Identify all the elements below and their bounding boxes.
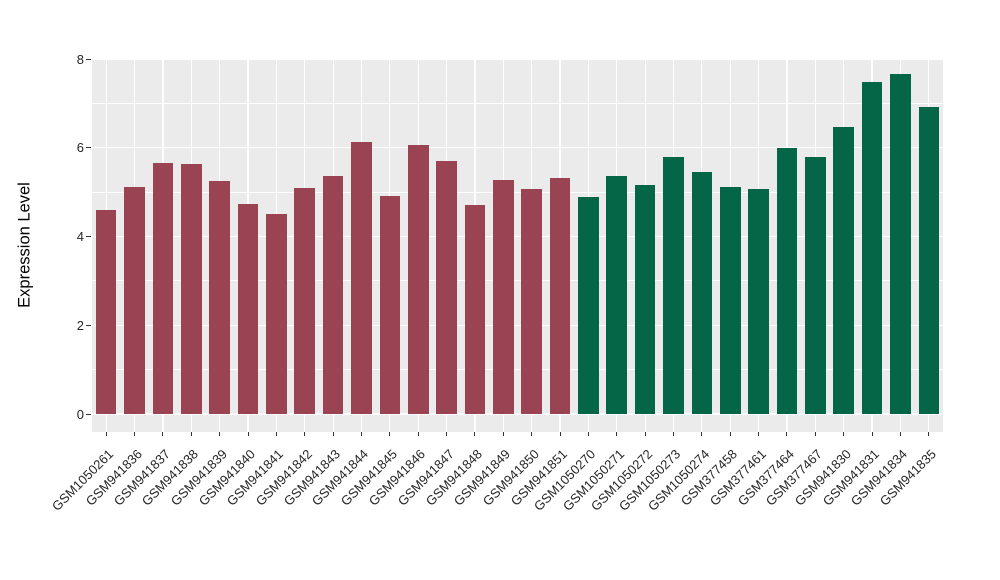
x-tick-mark [531,432,533,436]
y-tick-mark [86,147,91,149]
x-tick-mark [190,432,192,436]
bar-GSM941835 [918,107,940,414]
bar-GSM1050273 [663,157,684,414]
x-tick-mark [616,432,618,436]
minor-gridline [92,369,943,371]
y-tick-label-6: 6 [76,140,84,156]
x-tick-mark [758,432,760,436]
x-tick-mark [360,432,362,436]
bar-GSM941831 [861,82,883,414]
x-tick-mark [474,432,476,436]
y-tick-label-4: 4 [76,229,84,244]
bar-GSM1050270 [578,197,599,414]
x-tick-mark [871,432,873,436]
x-tick-mark [673,432,675,436]
bar-GSM1050271 [606,176,628,414]
bar-GSM941841 [266,214,287,414]
bar-GSM941846 [407,144,429,414]
bar-GSM941844 [351,141,372,414]
bar-GSM377467 [805,157,826,414]
x-tick-mark [928,432,930,436]
bar-GSM941850 [521,189,542,414]
bar-GSM941849 [493,180,514,414]
x-tick-mark [587,432,589,436]
bar-GSM941839 [209,181,230,414]
minor-gridline [92,280,943,282]
bar-GSM941851 [549,177,571,414]
x-tick-mark [389,432,391,436]
major-gridline [92,58,943,60]
x-tick-mark [134,432,136,436]
x-tick-mark [219,432,221,436]
y-tick-mark [86,413,91,415]
y-tick-mark [86,58,91,60]
bar-GSM941847 [436,160,457,414]
bar-GSM941843 [322,176,344,414]
y-tick-label-0: 0 [76,406,84,422]
x-tick-mark [814,432,816,436]
bar-GSM377464 [776,148,798,414]
x-tick-mark [899,432,901,436]
x-tick-mark [275,432,277,436]
bar-GSM1050274 [691,172,713,414]
major-gridline [92,324,943,326]
major-gridline [92,147,943,149]
x-tick-mark [247,432,249,436]
bar-GSM941834 [890,74,911,414]
y-tick-label-8: 8 [76,51,84,67]
bar-GSM941842 [294,188,316,414]
bar-GSM377458 [719,187,741,414]
bar-GSM941838 [180,163,202,414]
major-gridline [92,235,943,238]
x-tick-mark [332,432,334,436]
plot-panel [92,58,943,432]
x-tick-mark [417,432,419,436]
bar-GSM941845 [379,196,401,414]
x-tick-mark [446,432,448,436]
bar-GSM377461 [748,189,769,414]
bar-GSM1050261 [95,210,117,414]
x-tick-mark [729,432,731,436]
y-tick-label-2: 2 [76,317,84,333]
x-tick-mark [786,432,788,436]
minor-gridline [92,191,943,193]
x-tick-mark [105,432,107,436]
y-tick-mark [86,324,91,326]
bar-GSM941830 [833,127,854,414]
x-tick-mark [843,432,845,436]
x-tick-mark [502,432,504,436]
y-axis-title: Expression Level [15,182,34,308]
x-tick-mark [162,432,164,436]
x-tick-mark [701,432,703,436]
bar-GSM1050272 [634,185,656,414]
bar-GSM941840 [237,204,259,414]
x-tick-mark [644,432,646,436]
bar-GSM941848 [464,205,486,414]
bar-GSM941836 [124,187,145,414]
major-gridline [92,413,943,415]
x-tick-mark [304,432,306,436]
y-tick-mark [86,236,91,237]
x-tick-mark [559,432,561,436]
bar-GSM941837 [152,163,174,414]
minor-gridline [92,102,943,104]
